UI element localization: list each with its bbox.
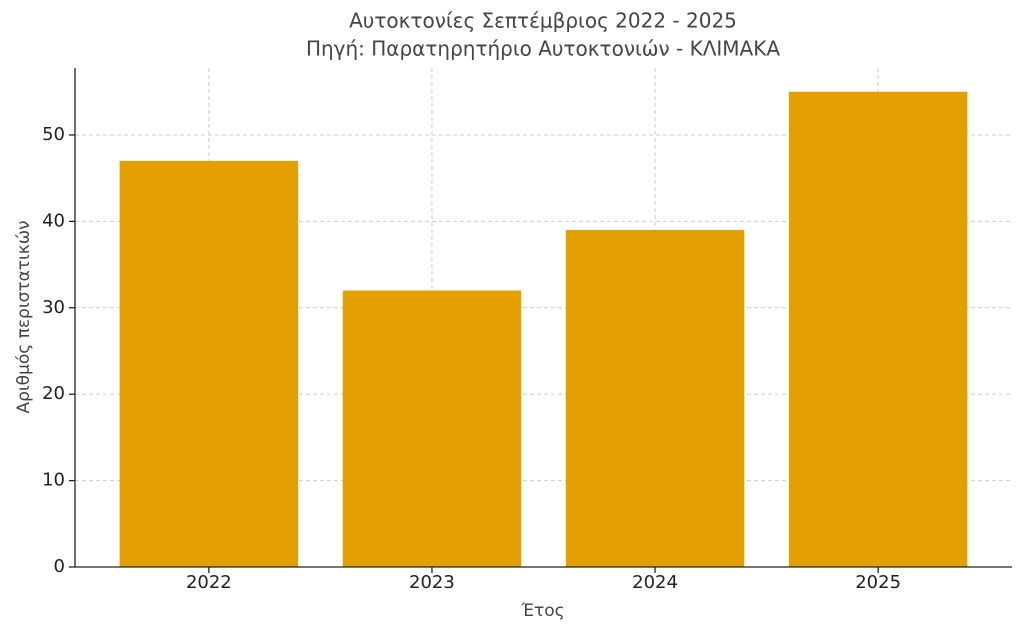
bar [788, 91, 968, 567]
x-tick-label: 2023 [409, 572, 455, 593]
bar [565, 230, 745, 567]
chart-title: Αυτοκτονίες Σεπτέμβριος 2022 - 2025 [349, 9, 737, 33]
y-tick-label: 0 [54, 556, 65, 577]
y-tick-label: 10 [42, 470, 65, 491]
bar [342, 290, 522, 567]
bar [119, 160, 299, 567]
y-tick-label: 50 [42, 124, 65, 145]
y-tick-label: 40 [42, 210, 65, 231]
y-tick-label: 20 [42, 383, 65, 404]
x-tick-label: 2024 [632, 572, 678, 593]
x-tick-label: 2025 [855, 572, 901, 593]
chart-subtitle: Πηγή: Παρατηρητήριο Αυτοκτονιών - ΚΛΙΜΑΚ… [306, 37, 780, 61]
x-axis-label: Έτος [520, 601, 564, 621]
x-tick-label: 2022 [186, 572, 232, 593]
y-tick-label: 30 [42, 297, 65, 318]
y-axis-label: Αριθμός περιστατικών [14, 220, 34, 413]
